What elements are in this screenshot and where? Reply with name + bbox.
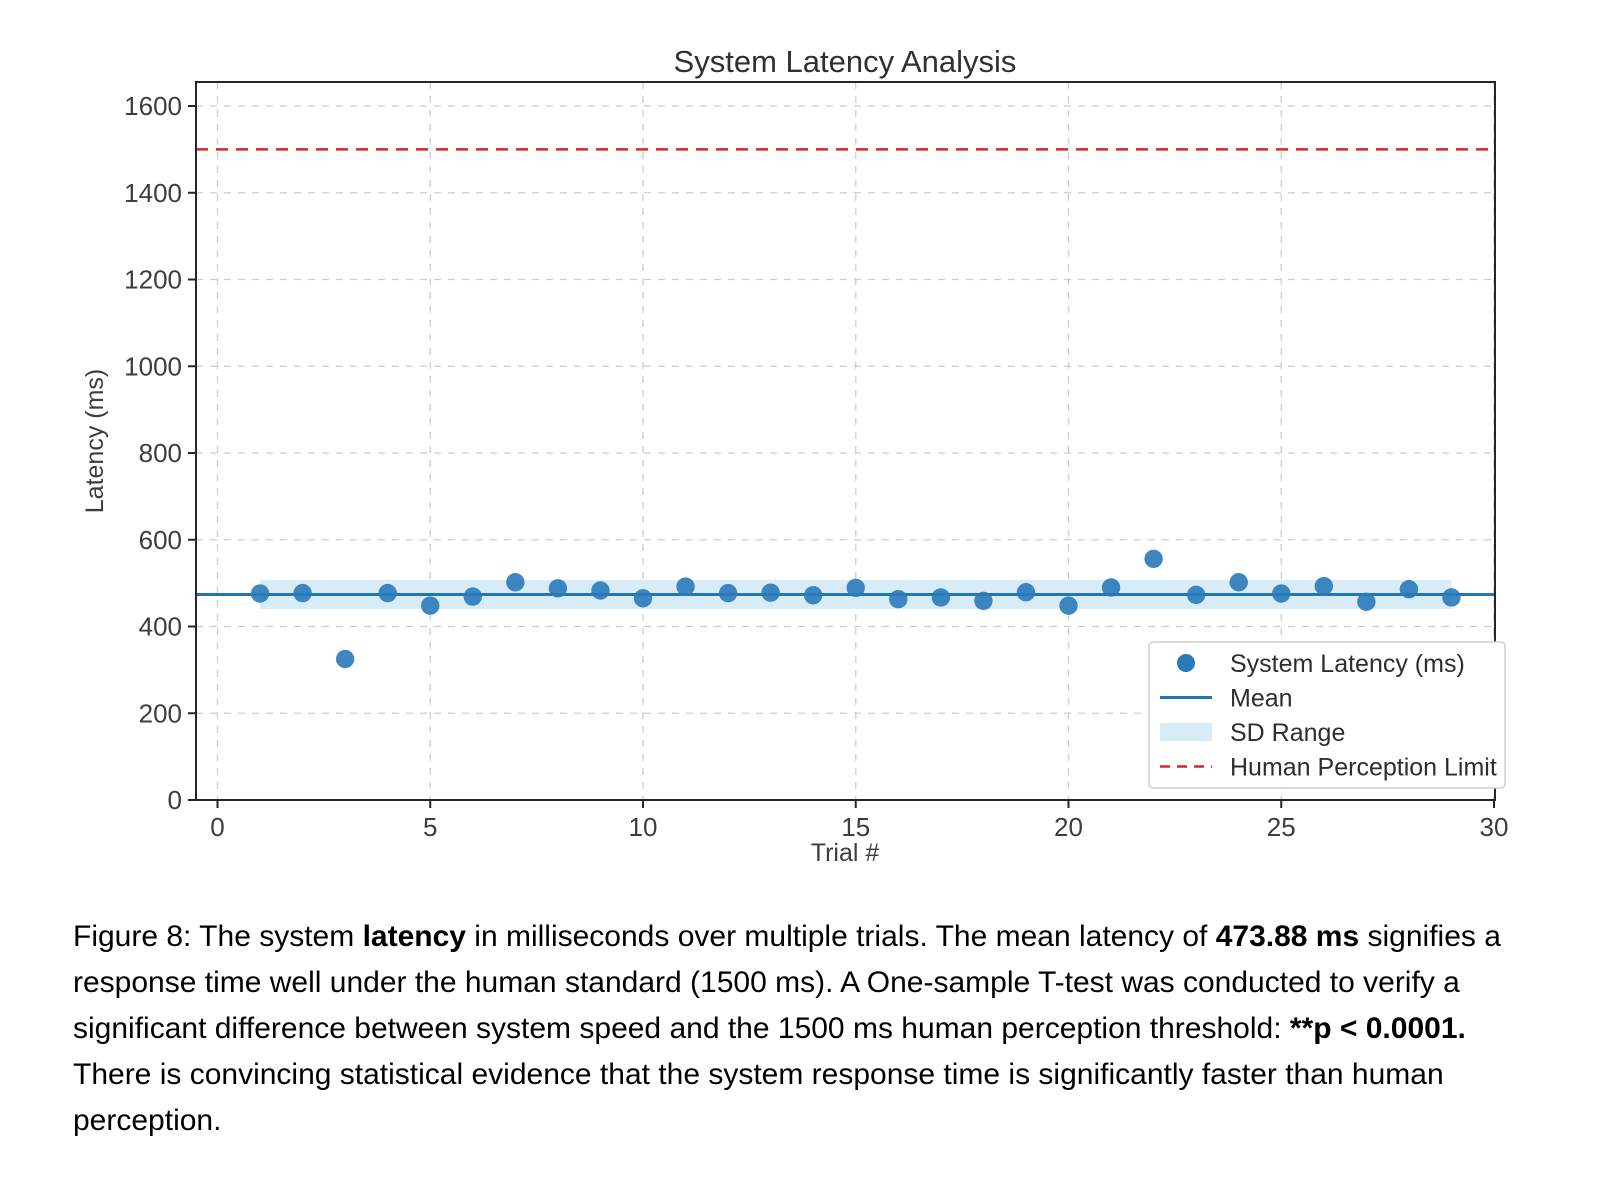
legend-box [1148, 641, 1506, 789]
plot-border [195, 81, 1496, 801]
scatter-point [250, 584, 270, 603]
scatter-point [548, 579, 568, 598]
caption-segment: in milliseconds over multiple trials. Th… [465, 920, 1216, 953]
y-tick-label: 1600 [124, 91, 182, 121]
legend-label: Human Perception Limit [1230, 753, 1497, 781]
grid-layer [196, 82, 1495, 800]
scatter-point [1229, 573, 1248, 592]
reference-lines-layer [196, 148, 1495, 596]
caption-segment: **p < 0.0001. [1289, 1012, 1466, 1045]
caption-segment: signifies a response time well under the… [73, 920, 1501, 1045]
x-tick-label: 5 [423, 812, 437, 842]
legend: System Latency (ms) Mean SD Range Human Per… [1148, 641, 1506, 789]
legend-label: System Latency (ms) [1230, 650, 1465, 678]
y-axis-label: Latency (ms) [81, 369, 109, 513]
scatter-point [974, 591, 993, 611]
y-tick-label: 200 [139, 698, 182, 728]
scatter-point [1059, 596, 1078, 615]
scatter-point [718, 583, 738, 603]
x-tick-label: 10 [629, 812, 658, 842]
legend-dot-marker [1177, 654, 1195, 672]
scatter-point [1272, 584, 1291, 603]
chart-title: System Latency Analysis [674, 44, 1017, 79]
y-tick-label: 0 [168, 785, 182, 815]
latency-chart: System Latency Analysis 0 5 10 15 20 25 30 0 200… [81, 44, 1508, 867]
scatter-point [889, 589, 908, 609]
scatter-point [1442, 588, 1461, 607]
scatter-point [931, 588, 951, 607]
legend-label: Mean [1230, 684, 1293, 712]
legend-band-marker [1160, 723, 1212, 741]
scatter-point [1399, 579, 1419, 599]
scatter-point [1016, 583, 1036, 602]
caption-segment: Figure 8: The system [73, 920, 363, 953]
y-tick-label: 800 [139, 438, 182, 468]
tick-layer: 0 5 10 15 20 25 30 0 200 400 600 800 1000 1200 1400 160… [124, 91, 1508, 842]
scatter-point [1357, 592, 1376, 611]
scatter-point [421, 596, 440, 615]
scatter-point [293, 583, 312, 603]
y-tick-label: 1400 [124, 178, 182, 208]
legend-label: SD Range [1230, 719, 1345, 747]
scatter-point [761, 583, 780, 602]
caption-segment: 473.88 ms [1215, 920, 1360, 953]
y-tick-label: 600 [139, 525, 182, 555]
scatter-point [804, 586, 823, 605]
y-tick-label: 400 [139, 612, 182, 642]
scatter-points-layer [250, 549, 1461, 669]
y-tick-label: 1200 [124, 265, 182, 295]
latency-figure: System Latency Analysis 0 5 10 15 20 25 30 0 200… [81, 44, 1508, 867]
scatter-point [846, 578, 865, 598]
caption-segment: There is convincing statistical evidence… [73, 1058, 1444, 1137]
scatter-point [506, 573, 525, 592]
x-tick-label: 30 [1480, 812, 1509, 842]
scatter-point [1101, 578, 1121, 597]
x-axis-label: Trial # [811, 839, 880, 867]
scatter-point [591, 581, 610, 600]
x-tick-label: 20 [1054, 812, 1083, 842]
y-tick-label: 1000 [124, 351, 182, 381]
x-tick-label: 15 [841, 812, 870, 842]
scatter-point [676, 577, 695, 596]
scatter-point [378, 583, 397, 603]
figure-caption: Figure 8: The system latency in millisec… [73, 914, 1539, 1144]
scatter-point [1314, 576, 1334, 596]
x-tick-label: 0 [210, 812, 224, 842]
scatter-point [1144, 549, 1163, 569]
scatter-point [463, 587, 482, 606]
caption-segment: latency [362, 920, 466, 953]
scatter-point [1186, 585, 1206, 605]
scatter-point [633, 589, 653, 608]
x-tick-label: 25 [1267, 812, 1296, 842]
scatter-point [335, 649, 355, 669]
